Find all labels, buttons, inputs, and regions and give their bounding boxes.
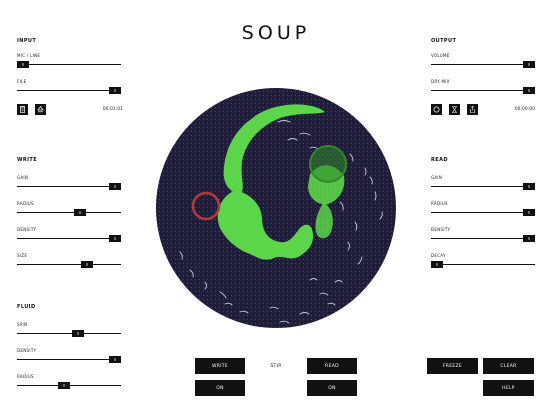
- slider-thumb[interactable]: [523, 61, 535, 68]
- mic-line-label: MIC / LINE: [17, 53, 41, 58]
- slider-thumb[interactable]: [523, 183, 535, 190]
- file-label: FILE: [17, 79, 27, 84]
- record-icon[interactable]: [431, 104, 442, 115]
- input-section-title: INPUT: [17, 38, 37, 44]
- eject-icon[interactable]: [35, 104, 46, 115]
- slider-thumb[interactable]: [58, 382, 71, 389]
- write-density-label: DENSITY: [17, 227, 37, 232]
- fluid-density-slider[interactable]: [17, 355, 121, 364]
- volume-slider[interactable]: [431, 60, 535, 69]
- slider-thumb[interactable]: [523, 209, 535, 216]
- freeze-button[interactable]: FREEZE: [427, 358, 478, 374]
- write-radius-slider[interactable]: [17, 208, 121, 217]
- help-button[interactable]: HELP: [483, 380, 534, 396]
- read-radius-slider[interactable]: [431, 208, 535, 217]
- read-gain-label: GAIN: [431, 175, 443, 180]
- write-size-slider[interactable]: [17, 260, 121, 269]
- dry-mix-label: DRY MIX: [431, 79, 450, 84]
- slider-thumb[interactable]: [17, 61, 29, 68]
- read-density-slider[interactable]: [431, 234, 535, 243]
- stir-label: STIR: [270, 364, 282, 369]
- slider-thumb[interactable]: [523, 235, 535, 242]
- slider-track: [431, 90, 535, 91]
- write-radius-label: RADIUS: [17, 201, 34, 206]
- slider-thumb[interactable]: [431, 261, 443, 268]
- slider-track: [17, 186, 121, 187]
- slider-thumb[interactable]: [109, 235, 121, 242]
- slider-thumb[interactable]: [109, 183, 121, 190]
- read-decay-label: DECAY: [431, 253, 446, 258]
- slider-track: [431, 212, 535, 213]
- read-decay-slider[interactable]: [431, 260, 535, 269]
- read-cursor[interactable]: [309, 145, 347, 183]
- soup-texture: [179, 120, 383, 328]
- hourglass-icon[interactable]: [449, 104, 460, 115]
- mic-line-slider[interactable]: [17, 60, 121, 69]
- write-density-slider[interactable]: [17, 234, 121, 243]
- volume-label: VOLUME: [431, 53, 450, 58]
- trash-icon[interactable]: [17, 104, 28, 115]
- slider-thumb[interactable]: [74, 209, 87, 216]
- read-button[interactable]: READ: [307, 358, 357, 374]
- file-slider[interactable]: [17, 86, 121, 95]
- read-gain-slider[interactable]: [431, 182, 535, 191]
- slider-track: [17, 90, 121, 91]
- slider-thumb[interactable]: [81, 261, 94, 268]
- fluid-density-label: DENSITY: [17, 348, 37, 353]
- slider-thumb[interactable]: [523, 87, 535, 94]
- write-section-title: WRITE: [17, 157, 38, 163]
- share-icon[interactable]: [467, 104, 478, 115]
- read-section-title: READ: [431, 157, 448, 163]
- read-density-label: DENSITY: [431, 227, 451, 232]
- fluid-section-title: FLUID: [17, 304, 36, 310]
- slider-track: [17, 359, 121, 360]
- slider-track: [17, 64, 121, 65]
- write-gain-slider[interactable]: [17, 182, 121, 191]
- dry-mix-slider[interactable]: [431, 86, 535, 95]
- input-time: 00:01:01: [102, 107, 123, 112]
- read-on-button[interactable]: ON: [307, 380, 357, 396]
- slider-track: [431, 264, 535, 265]
- slider-track: [431, 186, 535, 187]
- fluid-spin-slider[interactable]: [17, 329, 121, 338]
- slider-thumb[interactable]: [72, 330, 85, 337]
- write-button[interactable]: WRITE: [195, 358, 245, 374]
- slider-track: [17, 238, 121, 239]
- fluid-spin-label: SPIN: [17, 322, 28, 327]
- slider-thumb[interactable]: [109, 87, 121, 94]
- output-section-title: OUTPUT: [431, 38, 457, 44]
- slider-track: [431, 238, 535, 239]
- clear-button[interactable]: CLEAR: [483, 358, 534, 374]
- write-on-button[interactable]: ON: [195, 380, 245, 396]
- fluid-radius-slider[interactable]: [17, 381, 121, 390]
- slider-track: [17, 264, 121, 265]
- fluid-radius-label: RADIUS: [17, 374, 34, 379]
- slider-thumb[interactable]: [109, 356, 121, 363]
- soup-canvas[interactable]: [150, 82, 402, 334]
- app-title: SOUP: [241, 22, 311, 44]
- output-time: 00:00:00: [514, 107, 535, 112]
- write-cursor[interactable]: [191, 191, 221, 221]
- slider-track: [431, 64, 535, 65]
- slider-track: [17, 333, 121, 334]
- write-size-label: SIZE: [17, 253, 28, 258]
- slider-track: [17, 212, 121, 213]
- read-radius-label: RADIUS: [431, 201, 448, 206]
- write-gain-label: GAIN: [17, 175, 29, 180]
